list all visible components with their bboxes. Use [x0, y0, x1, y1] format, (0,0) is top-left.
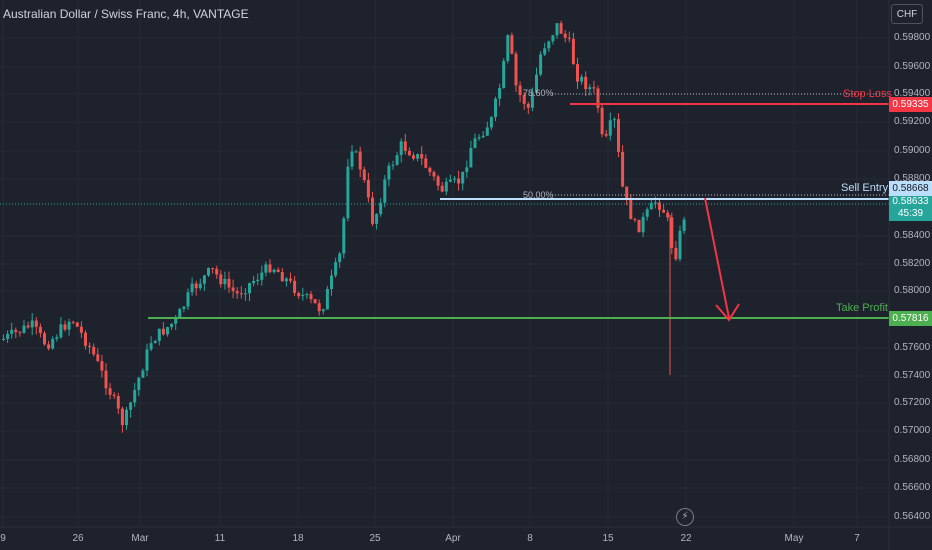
price-axis-label: 0.57600 — [894, 342, 931, 353]
bolt-icon[interactable]: ⚡ — [676, 508, 694, 526]
time-axis-label: 18 — [292, 533, 304, 544]
price-axis-label: 0.58000 — [894, 285, 931, 296]
sell-arrow — [704, 197, 740, 322]
price-axis-label: 0.57400 — [894, 370, 931, 381]
time-axis-label: May — [784, 533, 804, 544]
price-axis-label: 0.57000 — [894, 425, 931, 436]
price-axis-label: 0.59200 — [894, 116, 931, 127]
take-profit-price-tag[interactable]: 0.57816 — [889, 311, 932, 326]
time-axis-label: 7 — [854, 533, 860, 544]
currency-button[interactable]: CHF — [891, 4, 923, 24]
time-axis-label: 9 — [0, 533, 6, 544]
price-axis-label: 0.59800 — [894, 32, 931, 43]
time-axis-label: 25 — [369, 533, 381, 544]
grid-lines — [0, 0, 889, 527]
price-axis-label: 0.58200 — [894, 258, 931, 269]
fib-50-label: 50.00% — [523, 190, 554, 200]
time-axis-label: 22 — [680, 533, 692, 544]
fib-786-label: 78.60% — [523, 88, 554, 98]
candlesticks — [2, 20, 686, 433]
price-axis-label: 0.59600 — [894, 61, 931, 72]
price-axis-label: 0.58400 — [894, 230, 931, 241]
price-axis-label: 0.56600 — [894, 482, 931, 493]
bar-countdown: 45:39 — [897, 208, 924, 219]
time-axis-label: 26 — [72, 533, 84, 544]
price-axis-label: 0.59000 — [894, 145, 931, 156]
stop-loss-price-tag[interactable]: 0.59335 — [889, 97, 932, 112]
time-axis-label: 11 — [214, 533, 226, 544]
price-axis-label: 0.59400 — [894, 88, 931, 99]
sell-entry-price-tag[interactable]: 0.58668 — [889, 181, 932, 196]
take-profit-label: Take Profit — [836, 302, 888, 314]
price-axis-label: 0.57200 — [894, 397, 931, 408]
sell-entry-label: Sell Entry — [841, 182, 889, 194]
current-price: 0.58633 — [892, 196, 929, 207]
time-axis-label: 8 — [527, 533, 533, 544]
stop-loss-label: Stop Loss — [843, 88, 892, 100]
price-axis-label: 0.56400 — [894, 511, 931, 522]
current-price-tag: 0.58633 45:39 — [889, 196, 932, 221]
time-axis-label: Apr — [445, 533, 461, 544]
time-axis-label: 15 — [602, 533, 614, 544]
symbol-title: Australian Dollar / Swiss Franc, 4h, VAN… — [3, 7, 249, 21]
price-axis-label: 0.58800 — [894, 173, 931, 184]
price-axis-label: 0.56800 — [894, 454, 931, 465]
time-axis-label: Mar — [131, 533, 149, 544]
